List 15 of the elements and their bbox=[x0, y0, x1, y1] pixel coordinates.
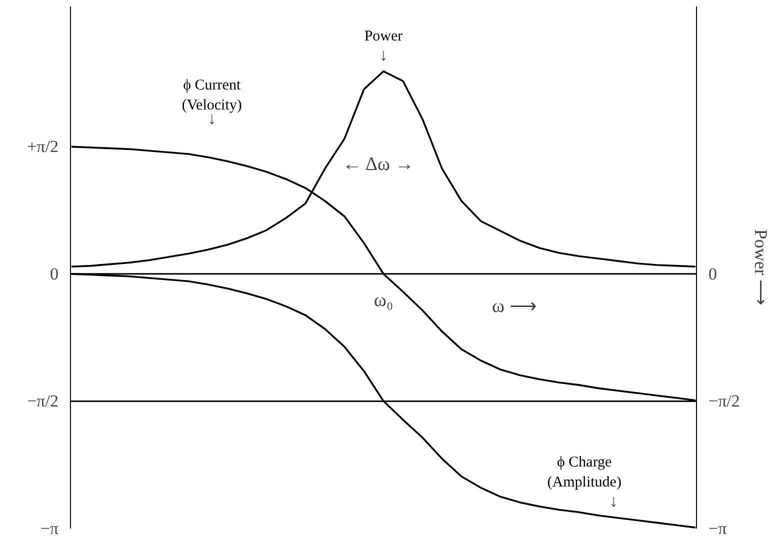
y2-tick-label: 0 bbox=[708, 264, 717, 284]
y-tick-label: 0 bbox=[50, 264, 58, 284]
annotation: ω ⟶ bbox=[492, 296, 536, 317]
y2-tick-label: −π/2 bbox=[708, 392, 740, 411]
annotation: ω₀ bbox=[374, 290, 394, 312]
annotation: ← Δω → bbox=[342, 154, 414, 176]
y-tick-label: −π bbox=[40, 519, 59, 538]
series-label: ϕ Charge (Amplitude) bbox=[547, 454, 622, 490]
y2-axis-title: Power ⟶ bbox=[750, 229, 771, 306]
y-tick-label: +π/2 bbox=[27, 137, 59, 156]
annotation: ↓ bbox=[379, 46, 388, 65]
y2-tick-label: −π bbox=[708, 519, 728, 538]
y-tick-label: −π/2 bbox=[27, 392, 59, 411]
text: Power bbox=[364, 28, 403, 44]
annotation: ↓ bbox=[609, 491, 618, 510]
